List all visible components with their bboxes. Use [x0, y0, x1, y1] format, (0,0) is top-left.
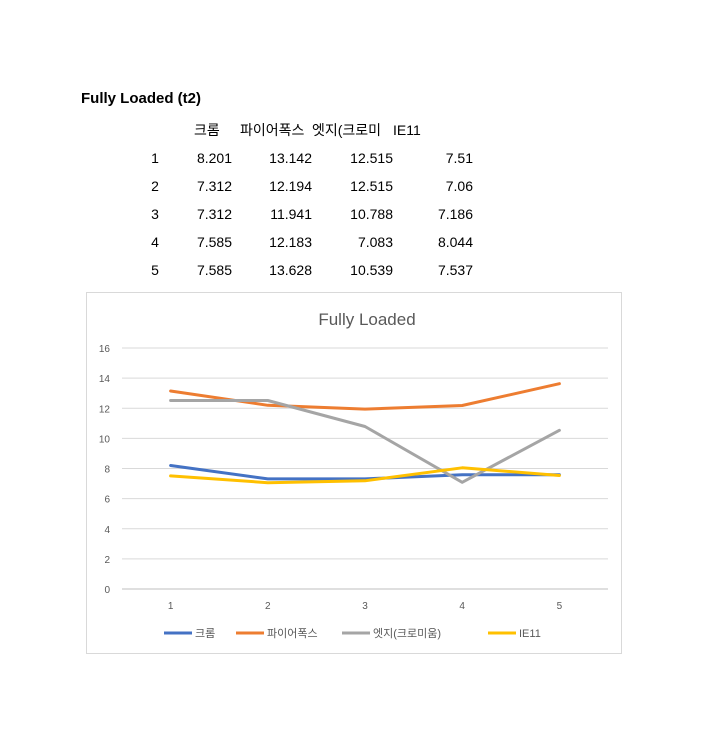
table-cell: 7.06 — [445, 178, 473, 194]
y-tick-label: 14 — [99, 374, 111, 385]
legend-label: 크롬 — [195, 627, 215, 640]
x-tick-label: 5 — [557, 601, 563, 612]
y-tick-label: 4 — [104, 525, 110, 536]
chart-container: Fully Loaded 0 2 4 6 8 10 12 14 16 1 2 3 4 5 크롬 파이어폭스 엣지(… — [86, 292, 622, 654]
table-cell: 10.539 — [350, 262, 393, 278]
table-row: 1 8.201 13.142 12.515 7.51 — [138, 144, 473, 172]
y-tick-label: 10 — [99, 434, 111, 445]
table-cell: 1 — [151, 150, 159, 166]
table-cell: 12.194 — [269, 178, 312, 194]
table-cell: 12.515 — [350, 150, 393, 166]
legend-label: IE11 — [519, 628, 541, 640]
y-tick-label: 8 — [104, 465, 110, 476]
table-header-row: 크롬 파이어폭스 엣지(크로미 IE11 — [138, 116, 473, 144]
y-tick-label: 12 — [99, 404, 111, 415]
legend-label: 엣지(크로미움) — [373, 627, 441, 640]
table-cell: 7.537 — [437, 262, 473, 278]
table-cell: 3 — [151, 206, 159, 222]
table-cell: 7.186 — [437, 206, 473, 222]
table-cell: 12.183 — [269, 234, 312, 250]
header-cell-ie11: IE11 — [393, 122, 421, 138]
x-tick-label: 2 — [265, 601, 271, 612]
table-cell: 13.142 — [269, 150, 312, 166]
table-cell: 11.941 — [270, 206, 312, 222]
x-tick-label: 3 — [362, 601, 368, 612]
x-tick-label: 1 — [168, 601, 174, 612]
table-cell: 10.788 — [350, 206, 393, 222]
y-tick-label: 0 — [104, 585, 110, 596]
table-cell: 7.585 — [196, 262, 232, 278]
header-cell-edge: 엣지(크로미 — [312, 122, 382, 138]
data-table: 크롬 파이어폭스 엣지(크로미 IE11 1 8.201 13.142 12.5… — [138, 116, 473, 284]
header-cell-firefox: 파이어폭스 — [240, 122, 305, 138]
table-cell: 7.312 — [196, 206, 232, 222]
y-tick-label: 16 — [99, 344, 111, 355]
header-cell-index — [138, 116, 172, 144]
table-cell: 5 — [151, 262, 159, 278]
series-line-0 — [169, 464, 561, 481]
series-line-3 — [169, 466, 561, 485]
table-title: Fully Loaded (t2) — [81, 90, 201, 107]
table-row: 5 7.585 13.628 10.539 7.537 — [138, 256, 473, 284]
table-cell: 7.312 — [196, 178, 232, 194]
table-cell: 7.585 — [196, 234, 232, 250]
legend-label: 파이어폭스 — [267, 627, 318, 640]
table-cell: 7.083 — [357, 234, 393, 250]
series-line-1 — [169, 382, 561, 411]
table-cell: 4 — [151, 234, 159, 250]
y-tick-label: 2 — [104, 555, 110, 566]
y-tick-label: 6 — [104, 495, 110, 506]
x-tick-label: 4 — [459, 601, 465, 612]
table-cell: 8.044 — [437, 234, 473, 250]
series-line-2 — [169, 399, 561, 484]
chart-title: Fully Loaded — [318, 310, 415, 329]
table-row: 4 7.585 12.183 7.083 8.044 — [138, 228, 473, 256]
table-cell: 12.515 — [350, 178, 393, 194]
table-row: 2 7.312 12.194 12.515 7.06 — [138, 172, 473, 200]
table-cell: 13.628 — [269, 262, 312, 278]
header-cell-chrome: 크롬 — [194, 122, 220, 138]
table-cell: 2 — [151, 178, 159, 194]
table-cell: 7.51 — [445, 150, 473, 166]
table-cell: 8.201 — [196, 150, 232, 166]
table-row: 3 7.312 11.941 10.788 7.186 — [138, 200, 473, 228]
